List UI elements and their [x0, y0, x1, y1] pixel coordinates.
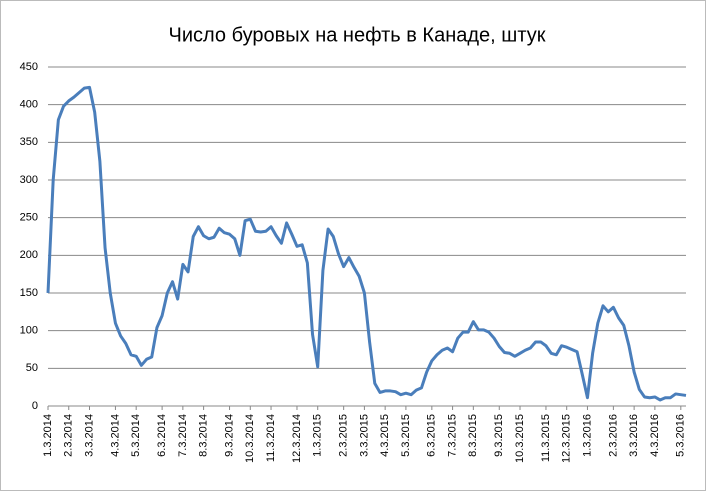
x-tick-label: 10.3.2015	[514, 414, 526, 463]
x-tick-label: 12.3.2015	[561, 414, 573, 463]
x-tick-label: 11.3.2015	[540, 414, 552, 462]
x-tick-label: 4.3.2016	[649, 414, 661, 457]
x-tick-label: 9.3.2015	[493, 414, 505, 457]
x-tick-label: 6.3.2015	[426, 414, 438, 457]
x-tick-label: 5.3.2015	[400, 414, 412, 457]
x-tick-label: 3.3.2015	[358, 414, 370, 457]
y-tick-label: 150	[20, 287, 38, 299]
y-tick-label: 400	[20, 99, 38, 111]
x-tick-label: 2.3.2014	[63, 414, 75, 457]
chart-title: Число буровых на нефть в Канаде, штук	[169, 24, 546, 46]
x-tick-label: 7.3.2015	[446, 414, 458, 457]
x-tick-label: 12.3.2014	[291, 414, 303, 463]
y-tick-label: 450	[20, 61, 38, 73]
x-tick-label: 7.3.2014	[177, 414, 189, 457]
x-tick-label: 3.3.2016	[628, 414, 640, 457]
x-tick-label: 1.3.2015	[312, 414, 324, 457]
x-tick-label: 2.3.2015	[338, 414, 350, 457]
x-tick-label: 6.3.2014	[156, 414, 168, 457]
x-tick-label: 1.3.2014	[42, 414, 54, 457]
x-tick-label: 3.3.2014	[83, 414, 95, 457]
x-tick-label: 2.3.2016	[607, 414, 619, 457]
y-tick-label: 100	[20, 325, 38, 337]
y-tick-label: 0	[32, 400, 38, 412]
y-tick-label: 200	[20, 249, 38, 261]
y-tick-label: 250	[20, 212, 38, 224]
data-line	[46, 85, 687, 402]
x-tick-label: 10.3.2014	[244, 414, 256, 463]
x-tick-label: 4.3.2014	[109, 414, 121, 457]
y-tick-label: 300	[20, 174, 38, 186]
x-tick-label: 8.3.2014	[198, 414, 210, 457]
x-tick-label: 9.3.2014	[223, 414, 235, 457]
x-tick-label: 11.3.2014	[265, 414, 277, 462]
x-tick-label: 1.3.2016	[581, 414, 593, 457]
y-tick-label: 350	[20, 136, 38, 148]
x-tick-label: 4.3.2015	[379, 414, 391, 457]
x-tick-label: 5.3.2016	[675, 414, 687, 457]
x-tick-label: 5.3.2014	[130, 414, 142, 457]
y-tick-label: 50	[26, 362, 38, 374]
x-tick-label: 8.3.2015	[467, 414, 479, 457]
